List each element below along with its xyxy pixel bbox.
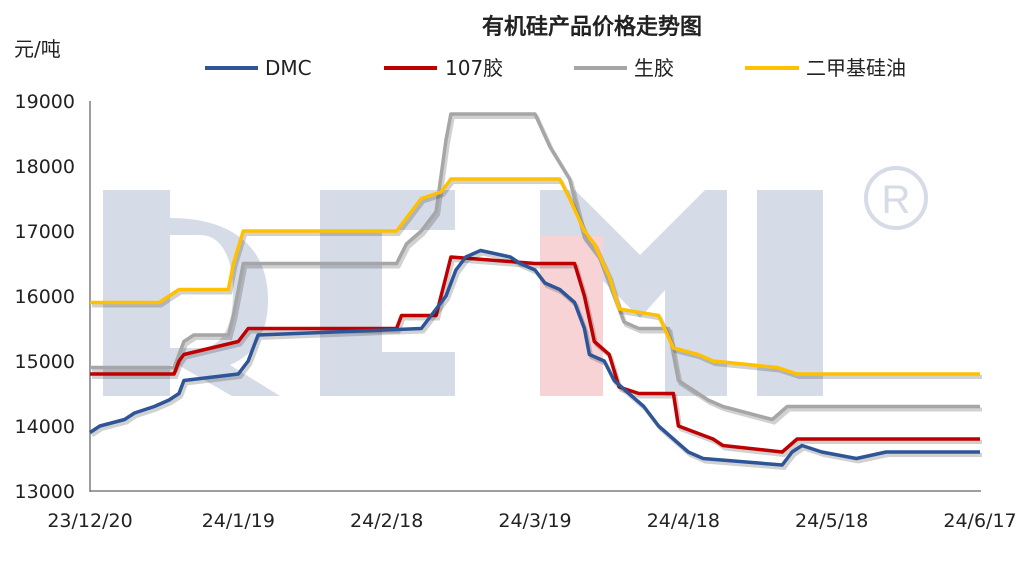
watermark-letter-i <box>757 190 823 396</box>
series-lines <box>89 112 982 471</box>
series-line-3 <box>90 177 980 376</box>
y-tick-label: 17000 <box>15 221 75 243</box>
y-tick-label: 15000 <box>15 351 75 373</box>
x-tick-label: 23/12/20 <box>47 510 132 532</box>
series-line-2 <box>90 112 980 422</box>
y-axis-unit: 元/吨 <box>14 37 61 61</box>
y-tick-label: 14000 <box>15 416 75 438</box>
watermark: R <box>103 166 928 396</box>
legend-label-107: 107胶 <box>445 56 503 80</box>
series-shadow <box>90 251 982 471</box>
watermark-letter-c <box>320 190 455 396</box>
registered-mark-letter: R <box>882 178 911 222</box>
chart-title: 有机硅产品价格走势图 <box>482 14 702 40</box>
legend-label-silicone-oil: 二甲基硅油 <box>806 56 906 80</box>
series-line-1 <box>90 255 980 454</box>
y-tick-label: 18000 <box>15 156 75 178</box>
x-tick-label: 24/4/18 <box>647 510 720 532</box>
legend: DMC 107胶 生胶 二甲基硅油 <box>205 56 906 80</box>
legend-label-dmc: DMC <box>265 56 312 80</box>
y-tick-label: 13000 <box>15 481 75 503</box>
y-tick-label: 16000 <box>15 286 75 308</box>
registered-mark <box>864 166 928 230</box>
x-tick-label: 24/2/18 <box>350 510 423 532</box>
x-tick-label: 24/5/18 <box>795 510 868 532</box>
y-tick-labels: 13000 14000 15000 16000 17000 18000 19000 <box>15 91 75 503</box>
watermark-letter-r <box>103 190 280 396</box>
y-tick-label: 19000 <box>15 91 75 113</box>
x-tick-label: 24/1/19 <box>202 510 275 532</box>
watermark-red-bar <box>540 236 603 396</box>
legend-label-shengjiao: 生胶 <box>634 56 674 80</box>
series-line-0 <box>89 248 980 467</box>
x-tick-labels: 23/12/20 24/1/19 24/2/18 24/3/19 24/4/18 24/5… <box>47 510 1016 532</box>
x-tick-label: 24/6/17 <box>943 510 1016 532</box>
x-tick-label: 24/3/19 <box>498 510 571 532</box>
